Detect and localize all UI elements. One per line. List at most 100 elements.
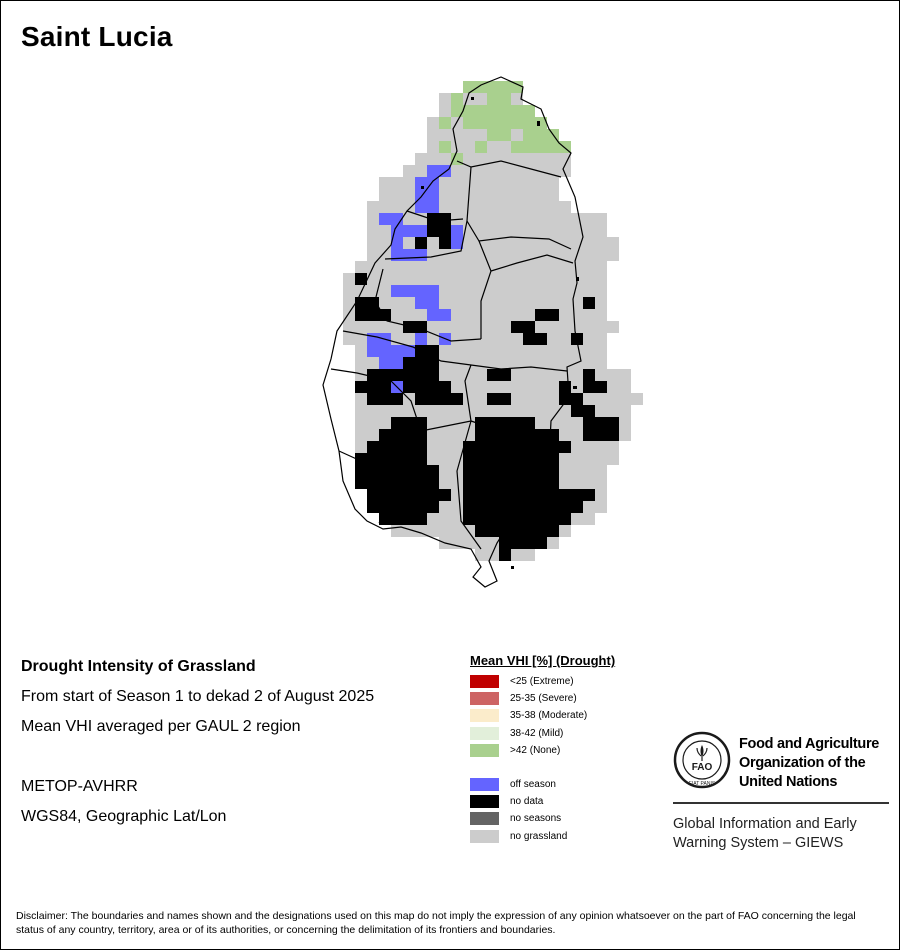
raster-cell [499,489,511,501]
raster-cell [451,201,463,213]
raster-cell [403,405,415,417]
raster-cell [523,513,535,525]
raster-cell [499,345,511,357]
raster-cell [511,453,523,465]
raster-cell [451,309,463,321]
raster-cell [439,93,451,105]
raster-cell [439,201,451,213]
raster-cell [499,501,511,513]
raster-cell [403,213,415,225]
raster-cell [535,201,547,213]
raster-cell [523,201,535,213]
raster-cell [475,393,487,405]
raster-cell [355,429,367,441]
raster-cell [451,369,463,381]
raster-cell [451,489,463,501]
raster-cell [439,213,451,225]
district-boundary [456,420,482,550]
raster-cell [427,201,439,213]
raster-cell [595,369,607,381]
raster-cell [391,261,403,273]
raster-cell [463,249,475,261]
legend-label: off season [510,779,556,791]
raster-cell [559,213,571,225]
raster-cell [463,453,475,465]
raster-cell [547,189,559,201]
raster-cell [595,261,607,273]
raster-cell [379,429,391,441]
raster-cell [523,333,535,345]
raster-cell [463,537,475,549]
raster-cell [547,489,559,501]
raster-cell [451,273,463,285]
raster-cell [379,477,391,489]
raster-cell [559,525,571,537]
raster-cell [403,285,415,297]
raster-cell [439,513,451,525]
legend-label: <25 (Extreme) [510,676,574,688]
raster-cell [355,381,367,393]
raster-cell [511,429,523,441]
raster-cell [499,201,511,213]
raster-cell [427,393,439,405]
raster-cell [415,165,427,177]
raster-cell [451,525,463,537]
raster-cell [595,405,607,417]
raster-cell [571,285,583,297]
raster-cell [451,441,463,453]
raster-cell [571,441,583,453]
raster-cell [427,285,439,297]
raster-cell [427,405,439,417]
raster-cell [511,213,523,225]
raster-cell [487,141,499,153]
raster-cell [487,345,499,357]
raster-cell [607,369,619,381]
raster-cell [355,369,367,381]
raster-cell [439,489,451,501]
raster-cell [487,117,499,129]
raster-cell [523,453,535,465]
raster-cell [559,501,571,513]
raster-cell [607,321,619,333]
legend-swatch [470,778,499,792]
raster-cell [487,165,499,177]
raster-cell [523,477,535,489]
fao-logo-motto: FIAT PANIS [689,781,716,787]
raster-cell [571,465,583,477]
raster-cell [511,297,523,309]
raster-cell [595,213,607,225]
raster-cell [511,549,523,561]
raster-cell [511,177,523,189]
raster-cell [523,393,535,405]
raster-cell [547,429,559,441]
raster-cell [523,381,535,393]
raster-cell [607,405,619,417]
raster-cell [439,393,451,405]
legend-label: 35-38 (Moderate) [510,710,588,722]
raster-cell [583,441,595,453]
raster-cell [487,213,499,225]
raster-cell [535,381,547,393]
raster-cell [367,285,379,297]
raster-cell [487,477,499,489]
raster-cell [451,297,463,309]
raster-cell [511,237,523,249]
raster-cell [451,285,463,297]
raster-cell [451,417,463,429]
raster-cell [523,249,535,261]
raster-cell [463,201,475,213]
raster-cell [583,261,595,273]
raster-cell [391,489,403,501]
raster-cell [355,309,367,321]
raster-cell [487,105,499,117]
raster-cell [559,249,571,261]
district-boundary [490,254,574,272]
raster-cell [475,537,487,549]
raster-cell [427,165,439,177]
raster-cell [475,225,487,237]
raster-cell [559,237,571,249]
raster-cell [535,285,547,297]
legend-label: >42 (None) [510,744,561,756]
raster-cell [535,465,547,477]
